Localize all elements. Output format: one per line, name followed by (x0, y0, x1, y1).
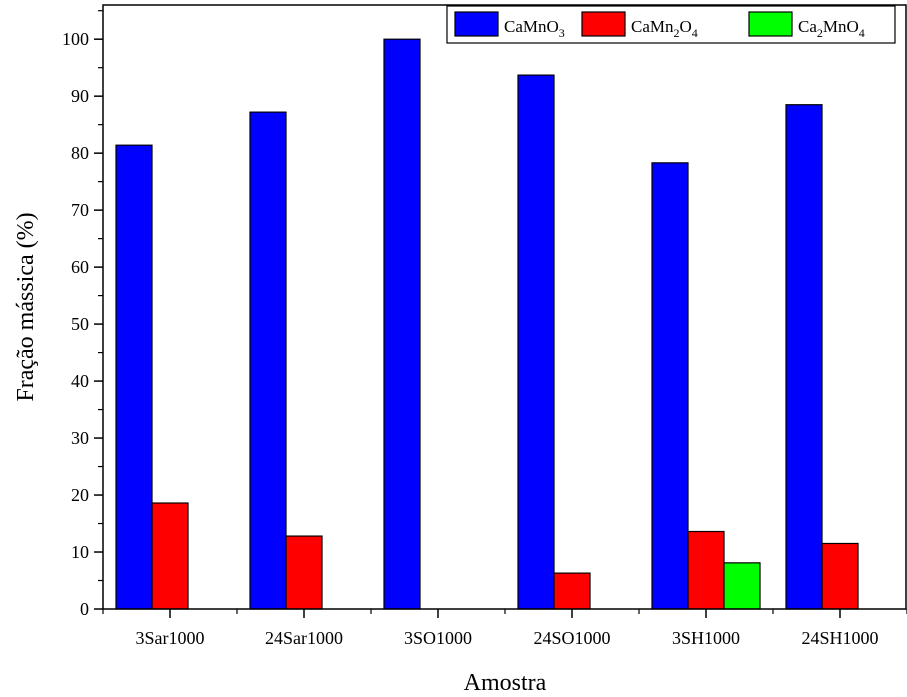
bar-CaMn2O4-3Sar1000 (151, 502, 189, 610)
bar-CaMnO3-24Sar1000 (249, 111, 287, 610)
y-tick-label: 80 (71, 143, 89, 163)
x-tick-label: 24SH1000 (801, 628, 878, 648)
bar-CaMnO3-3Sar1000 (115, 144, 153, 610)
legend: CaMnO3 CaMn2O4 Ca2MnO4 (446, 5, 896, 44)
y-tick-label: 50 (71, 314, 89, 334)
y-tick-label: 30 (71, 428, 89, 448)
y-tick-label: 60 (71, 257, 89, 277)
bar-Ca2MnO4-3SH1000 (723, 562, 761, 610)
axes-group: 0 10 20 30 40 50 60 70 80 90 100 3Sar1000 24Sar1000 3… (62, 4, 907, 648)
bar-CaMn2O4-24Sar1000 (285, 535, 323, 610)
y-tick-label: 10 (71, 542, 89, 562)
bar-CaMn2O4-3SH1000 (687, 530, 725, 610)
y-tick-label: 90 (71, 86, 89, 106)
y-tick-label: 20 (71, 485, 89, 505)
bar-CaMnO3-3SO1000 (383, 38, 421, 610)
legend-swatch-Ca2MnO4 (748, 11, 793, 37)
legend-label-CaMn2O4: CaMn2O4 (631, 17, 698, 40)
y-tick-label: 0 (80, 599, 89, 619)
bar-CaMn2O4-24SH1000 (821, 542, 859, 610)
x-tick-label: 3SH1000 (672, 628, 740, 648)
x-tick-label: 3Sar1000 (136, 628, 205, 648)
x-tick-label: 24Sar1000 (265, 628, 343, 648)
y-tick-label: 100 (62, 29, 89, 49)
y-tick-label: 40 (71, 371, 89, 391)
legend-label-Ca2MnO4: Ca2MnO4 (798, 17, 865, 40)
y-tick-label: 70 (71, 200, 89, 220)
x-axis-title: Amostra (464, 670, 547, 696)
legend-swatch-CaMn2O4 (581, 11, 626, 37)
x-tick-label: 3SO1000 (404, 628, 472, 648)
y-axis-title: Fração mássica (%) (13, 212, 39, 401)
legend-box (446, 5, 896, 44)
bars-group (115, 38, 859, 610)
legend-label-CaMnO3: CaMnO3 (504, 17, 565, 40)
x-tick-label: 24SO1000 (533, 628, 610, 648)
bar-CaMn2O4-24SO1000 (553, 572, 591, 610)
legend-swatch-CaMnO3 (454, 11, 499, 37)
bar-CaMnO3-24SO1000 (517, 74, 555, 610)
bar-CaMnO3-3SH1000 (651, 162, 689, 610)
bar-CaMnO3-24SH1000 (785, 104, 823, 610)
